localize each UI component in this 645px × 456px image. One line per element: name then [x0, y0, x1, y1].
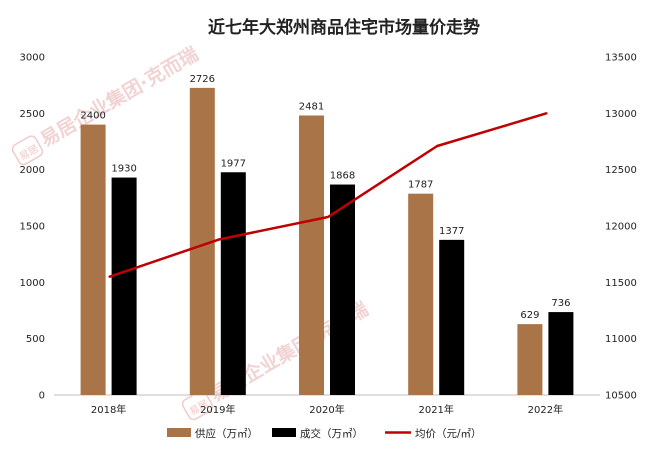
y-left-tick-label: 2000 [20, 165, 45, 176]
legend-swatch [272, 428, 296, 437]
supply-bar [299, 115, 324, 395]
axes: 0 500 1000 1500 2000 2500 3000 10500 11000 11500 1… [20, 53, 637, 417]
transaction-bar [111, 177, 137, 395]
watermark-logo-box [11, 135, 44, 166]
supply-bar [408, 193, 434, 395]
legend-item: 供应（万㎡） [167, 427, 258, 440]
transaction-bar [220, 172, 246, 395]
data-label: 2726 [190, 74, 215, 85]
data-label: 2481 [299, 101, 324, 112]
avg-price-point [545, 112, 548, 115]
supply-bar [80, 124, 106, 395]
avg-price-point [217, 238, 220, 241]
x-tick-label: 2018年 [91, 403, 126, 416]
y-left-tick-label: 1500 [20, 222, 45, 233]
data-label: 1868 [330, 171, 355, 182]
y-right-tick-label: 13500 [605, 53, 637, 64]
legend-item: 成交（万㎡） [272, 427, 363, 440]
y-right-tick-label: 13000 [605, 109, 637, 120]
avg-price-line [109, 112, 547, 278]
watermark-logo: 易居 [17, 143, 40, 163]
data-label: 736 [551, 298, 570, 309]
x-tick-label: 2019年 [200, 403, 235, 416]
y-left-tick-label: 0 [39, 391, 45, 402]
avg-price-point [108, 275, 111, 278]
x-tick-label: 2022年 [528, 403, 563, 416]
avg-price-point [326, 215, 330, 219]
x-tick-label: 2020年 [309, 403, 344, 416]
data-label: 629 [520, 310, 539, 321]
y-right-tick-label: 10500 [605, 391, 637, 402]
legend-label: 成交（万㎡） [300, 427, 363, 440]
legend-label: 供应（万㎡） [195, 427, 258, 440]
legend-label: 均价（元/㎡） [415, 428, 482, 440]
transaction-bar [330, 184, 355, 395]
legend-swatch [167, 428, 191, 437]
data-label: 1787 [408, 180, 433, 191]
avg-price-point [436, 144, 439, 148]
y-left-tick-label: 1000 [20, 278, 45, 289]
price-line [108, 112, 548, 278]
chart-title: 近七年大郑州商品住宅市场量价走势 [208, 17, 480, 38]
y-left-tick-label: 2500 [20, 109, 45, 120]
y-right-tick-label: 11500 [605, 278, 637, 289]
y-right-tick-label: 12000 [605, 222, 637, 233]
y-left-tick-label: 500 [26, 334, 45, 345]
watermark-text: 易居企业集团·克而瑞 [36, 42, 202, 151]
y-right-tick-label: 11000 [605, 334, 637, 345]
watermark-logo-box [181, 390, 214, 421]
transaction-bar [439, 239, 465, 395]
data-labels: 2400 2726 2481 1787 629 1930 1977 1868 1377 736 [80, 74, 570, 321]
y-left-tick-label: 3000 [20, 53, 45, 64]
x-tick-label: 2021年 [418, 403, 453, 416]
y-right-tick-label: 12500 [605, 165, 637, 176]
supply-bar [517, 324, 543, 395]
bars [80, 87, 574, 395]
data-label: 1930 [111, 164, 136, 175]
legend-item: 均价（元/㎡） [385, 428, 482, 440]
data-label: 1377 [439, 226, 464, 237]
transaction-bar [548, 312, 574, 395]
data-label: 1977 [221, 158, 246, 169]
data-label: 2400 [80, 111, 105, 122]
legend: 供应（万㎡） 成交（万㎡） 均价（元/㎡） [167, 427, 482, 440]
